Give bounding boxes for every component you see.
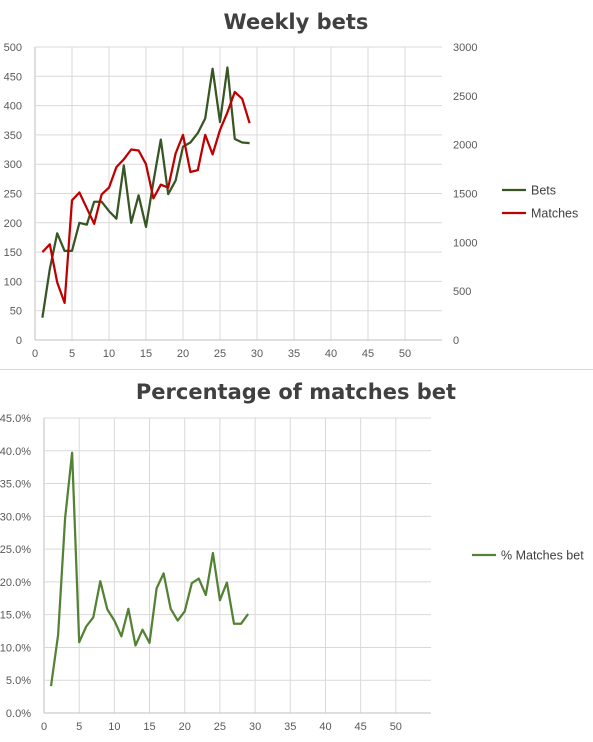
y-tick-label: 35.0% (0, 479, 31, 491)
y-tick-label: 150 (4, 247, 22, 259)
chart-title: Weekly bets (224, 10, 369, 34)
x-tick-label: 45 (355, 721, 367, 733)
y2-tick-label: 0 (453, 335, 459, 347)
x-tick-label: 50 (399, 348, 411, 360)
y2-tick-label: 1000 (453, 237, 477, 249)
bets-series-line (41, 66, 250, 318)
matches-series-line (41, 90, 251, 305)
percentage-matches-bet-chart: Percentage of matches bet 0 5 10 15 20 25 30 35… (0, 380, 584, 733)
x-tick-label: 10 (108, 721, 120, 733)
y-tick-label: 0 (16, 335, 22, 347)
matches-bet-series-line (49, 451, 250, 687)
x-tick-label: 40 (325, 348, 337, 360)
x-tick-label: 45 (362, 348, 374, 360)
y-tick-label: 400 (4, 101, 22, 113)
x-tick-label: 35 (284, 721, 296, 733)
y-tick-label: 30.0% (0, 511, 31, 523)
x-tick-label: 15 (140, 348, 152, 360)
x-tick-label: 20 (179, 721, 191, 733)
legend-label: % Matches bet (501, 549, 584, 563)
y-tick-label: 45.0% (0, 413, 31, 425)
y-tick-label: 25.0% (0, 544, 31, 556)
y-tick-label: 20.0% (0, 577, 31, 589)
y-tick-label: 10.0% (0, 642, 31, 654)
x-tick-label: 20 (177, 348, 189, 360)
legend-label: Matches (531, 207, 578, 221)
chart-divider (0, 369, 593, 370)
x-tick-label: 0 (41, 721, 47, 733)
y2-tick-label: 3000 (453, 42, 477, 54)
y2-tick-label: 1500 (453, 189, 477, 201)
y-tick-label: 200 (4, 218, 22, 230)
y-tick-label: 300 (4, 159, 22, 171)
legend-label: Bets (531, 184, 556, 198)
x-tick-label: 40 (319, 721, 331, 733)
x-tick-label: 5 (69, 348, 75, 360)
y-tick-label: 350 (4, 130, 22, 142)
y-tick-label: 250 (4, 189, 22, 201)
y-tick-label: 50 (10, 306, 22, 318)
x-tick-label: 15 (143, 721, 155, 733)
x-tick-label: 25 (214, 348, 226, 360)
y-tick-label: 500 (4, 42, 22, 54)
x-tick-label: 50 (390, 721, 402, 733)
y-tick-label: 0.0% (6, 708, 31, 720)
weekly-bets-chart: Weekly bets 0 5 10 15 20 25 30 35 40 45 5005010015… (4, 10, 579, 360)
y-tick-label: 5.0% (6, 675, 31, 687)
y2-tick-label: 500 (453, 286, 471, 298)
chart-title: Percentage of matches bet (136, 380, 456, 404)
y-tick-label: 15.0% (0, 610, 31, 622)
x-tick-label: 30 (251, 348, 263, 360)
x-tick-label: 10 (103, 348, 115, 360)
y-tick-label: 40.0% (0, 446, 31, 458)
y-tick-label: 450 (4, 71, 22, 83)
x-tick-label: 25 (214, 721, 226, 733)
x-tick-label: 0 (32, 348, 38, 360)
x-tick-label: 5 (76, 721, 82, 733)
y2-tick-label: 2500 (453, 91, 477, 103)
y-tick-label: 100 (4, 276, 22, 288)
x-tick-label: 30 (249, 721, 261, 733)
x-tick-label: 35 (288, 348, 300, 360)
y2-tick-label: 2000 (453, 140, 477, 152)
